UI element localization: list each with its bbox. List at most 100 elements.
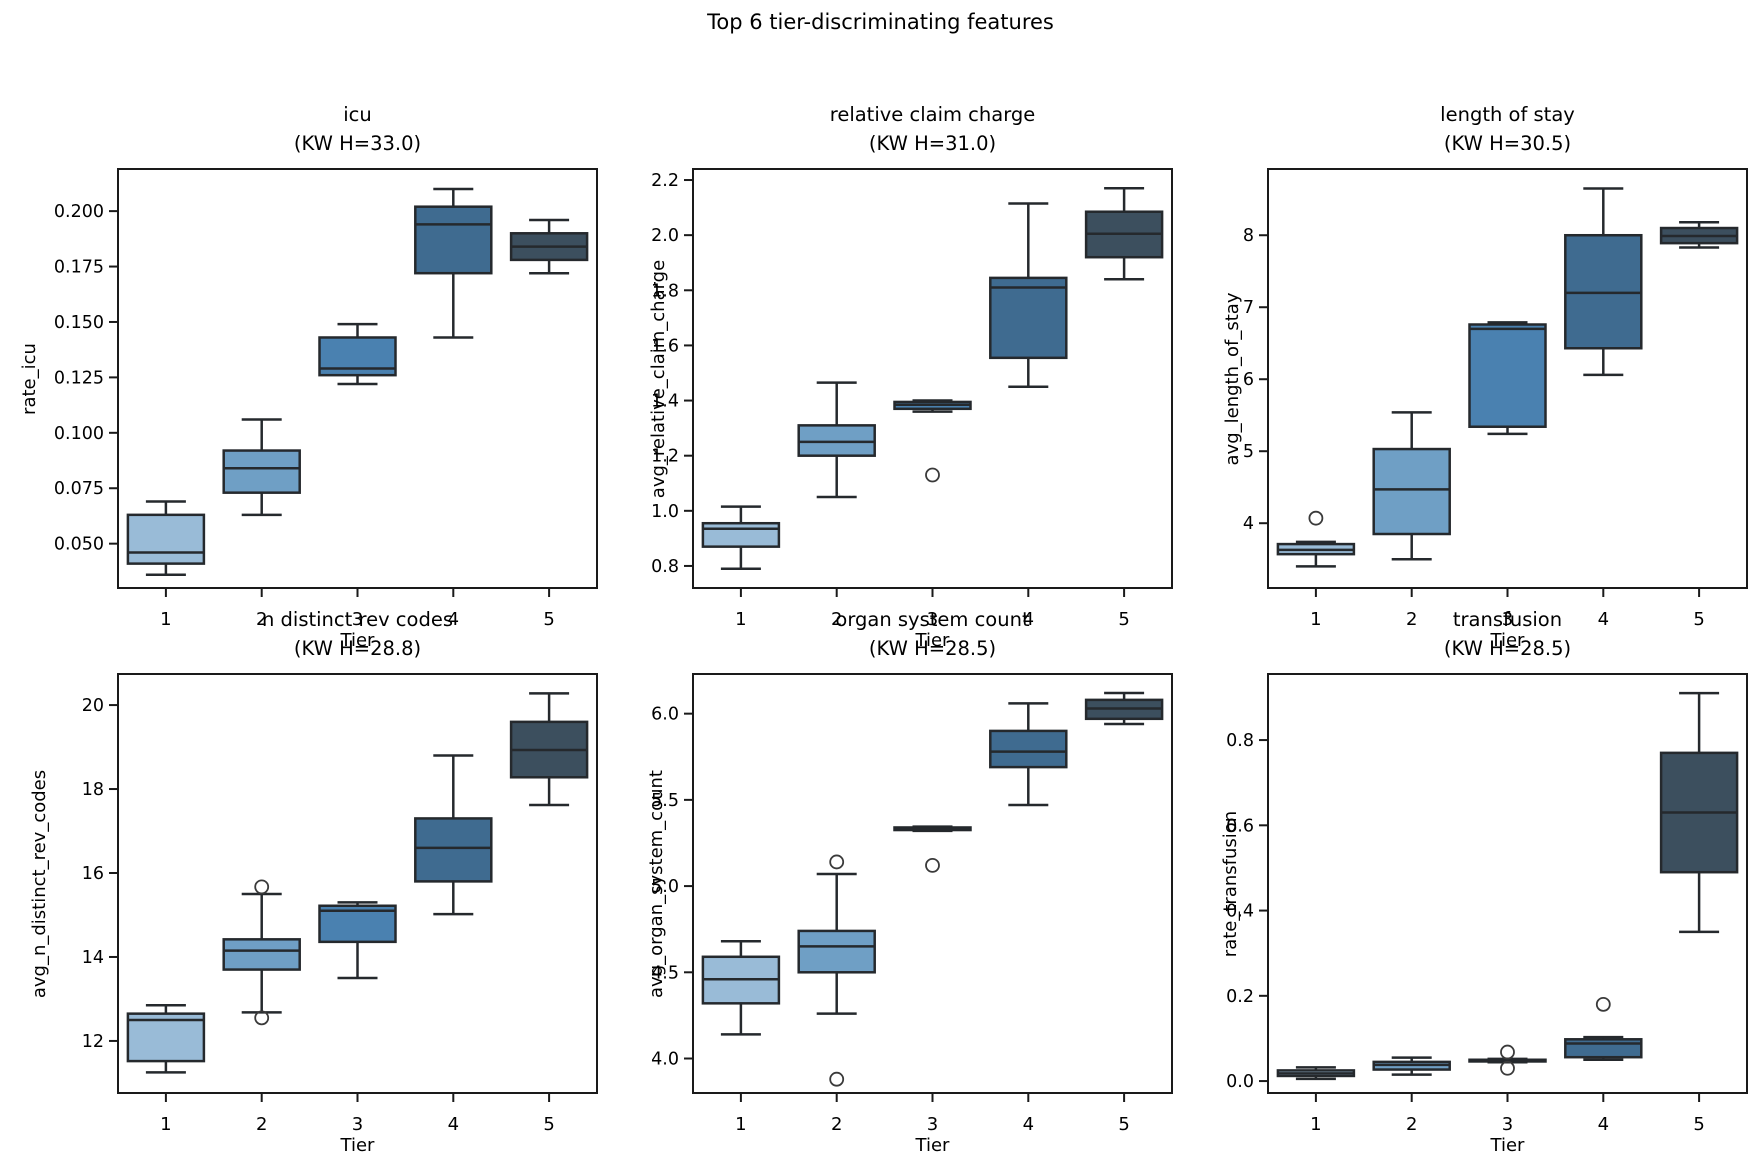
plot-area-relative-claim-charge: 0.8 1.0 1.2 1.4 1.6 1.8 2.0 2.2 1 2 3 4 5 <box>651 168 1173 630</box>
y-tick-label: 1.6 <box>651 336 679 356</box>
subplot-title: icu (KW H=33.0) <box>118 100 597 158</box>
x-tick-label: 5 <box>1118 1114 1129 1135</box>
plot-area-organ-system-count: 4.0 4.5 5.0 5.5 6.0 1 2 3 4 5 <box>651 673 1173 1135</box>
y-tick-label: 2.0 <box>651 226 679 246</box>
y-tick-label: 4 <box>1243 514 1254 534</box>
x-tick-label: 3 <box>352 609 363 630</box>
y-tick-label: 0.4 <box>1226 902 1254 922</box>
x-tick-label: 3 <box>352 1114 363 1135</box>
x-tick-label: 3 <box>1502 609 1513 630</box>
y-tick-label: 5.5 <box>651 791 679 811</box>
x-axis-label: Tier <box>1490 630 1525 651</box>
box-tier-3 <box>1468 321 1547 436</box>
subplot-title-line1: icu <box>343 103 372 126</box>
x-tick-label: 2 <box>1406 609 1417 630</box>
box-tier-2 <box>797 854 876 1087</box>
y-tick-label: 0.0 <box>1226 1072 1254 1092</box>
x-tick-label: 4 <box>448 1114 459 1135</box>
x-tick-label: 2 <box>1406 1114 1417 1135</box>
y-tick-label: 0.6 <box>1226 816 1254 836</box>
y-tick-label: 12 <box>82 1032 104 1052</box>
outlier-point <box>1500 1060 1515 1076</box>
subplot-title: length of stay (KW H=30.5) <box>1268 100 1747 158</box>
subplot-title: relative claim charge (KW H=31.0) <box>693 100 1172 158</box>
x-axis-label: Tier <box>1490 1135 1525 1156</box>
y-tick-label: 8 <box>1243 226 1254 246</box>
outlier-point <box>925 857 940 873</box>
x-tick-label: 2 <box>256 1114 267 1135</box>
box-tier-1 <box>126 1004 206 1074</box>
subplot-title-line1: n distinct rev codes <box>261 608 453 631</box>
box-tier-5 <box>1084 691 1164 726</box>
x-axis-label: Tier <box>340 630 375 651</box>
plot-area-icu: 0.050 0.075 0.100 0.125 0.150 0.175 0.200 1 2 3 4 5 <box>54 168 598 630</box>
box-tier-2 <box>797 381 876 499</box>
subplot-icu: 0.050 0.075 0.100 0.125 0.150 0.175 0.200 1 2 3 4 5… <box>0 74 638 652</box>
x-tick-label: 1 <box>160 1114 171 1135</box>
x-tick-label: 5 <box>543 609 554 630</box>
x-tick-label: 2 <box>256 609 267 630</box>
y-axis-label: avg_organ_system_count <box>646 770 667 998</box>
y-tick-label: 0.075 <box>54 479 104 499</box>
y-tick-label: 14 <box>82 948 104 968</box>
y-tick-label: 0.125 <box>54 368 104 388</box>
y-tick-label: 1.0 <box>651 502 679 522</box>
plot-area-length-of-stay: 4 5 6 7 8 1 2 3 4 5 <box>1243 168 1748 630</box>
x-tick-label: 5 <box>1118 609 1129 630</box>
subplot-title: n distinct rev codes (KW H=28.8) <box>118 605 597 663</box>
subplot-title-line2: (KW H=28.8) <box>293 637 422 660</box>
outlier-point <box>1308 510 1324 526</box>
subplot-n-distinct-rev-codes: 12 14 16 18 20 1 2 3 4 5 n distinct rev codes (KW… <box>0 579 638 1157</box>
subplot-length-of-stay: 4 5 6 7 8 1 2 3 4 5 length of stay (KW H=30.5) av… <box>1148 74 1761 652</box>
x-tick-label: 1 <box>735 1114 746 1135</box>
outlier-point <box>829 1071 845 1087</box>
box-tier-1 <box>126 500 206 576</box>
y-axis-label: avg_n_distinct_rev_codes <box>29 769 50 999</box>
y-axis-label: rate_icu <box>19 343 40 415</box>
box-tier-4 <box>1564 996 1643 1062</box>
figure-title: Top 6 tier-discriminating features <box>707 10 1054 34</box>
y-tick-label: 4.0 <box>651 1050 679 1070</box>
x-tick-label: 5 <box>543 1114 554 1135</box>
box-tier-5 <box>509 692 589 807</box>
subplot-title-line2: (KW H=28.5) <box>1443 637 1572 660</box>
box-tier-3 <box>1468 1044 1547 1076</box>
y-tick-label: 0.150 <box>54 313 104 333</box>
axes-frame <box>1267 673 1748 1094</box>
subplot-title: organ system count (KW H=28.5) <box>693 605 1172 663</box>
box-tier-5 <box>1084 187 1164 281</box>
box-tier-3 <box>318 322 397 386</box>
y-tick-label: 1.2 <box>651 447 679 467</box>
box-tier-2 <box>222 418 301 517</box>
y-tick-label: 20 <box>82 696 104 716</box>
y-tick-label: 7 <box>1243 298 1254 318</box>
box-tier-1 <box>1276 510 1356 568</box>
y-tick-label: 0.175 <box>54 258 104 278</box>
outlier-point <box>254 879 270 895</box>
subplot-title-line2: (KW H=33.0) <box>293 132 422 155</box>
outlier-point <box>1500 1044 1515 1060</box>
outlier-point <box>254 1010 270 1026</box>
y-tick-label: 0.100 <box>54 424 104 444</box>
y-tick-label: 0.2 <box>1226 987 1254 1007</box>
box-tier-5 <box>1659 691 1739 934</box>
y-tick-label: 1.4 <box>651 392 679 412</box>
x-tick-label: 4 <box>1023 1114 1034 1135</box>
y-tick-label: 6 <box>1243 370 1254 390</box>
subplot-title-line1: organ system count <box>835 608 1030 631</box>
x-axis-label: Tier <box>915 1135 950 1156</box>
y-tick-label: 0.050 <box>54 535 104 555</box>
box-tier-3 <box>318 901 397 980</box>
y-tick-label: 6.0 <box>651 705 679 725</box>
x-tick-label: 4 <box>1598 609 1609 630</box>
y-axis-label: avg_relative_claim_charge <box>648 259 669 499</box>
x-tick-label: 4 <box>1598 1114 1609 1135</box>
box-tier-1 <box>701 940 781 1036</box>
x-tick-label: 2 <box>831 1114 842 1135</box>
x-tick-label: 4 <box>1023 609 1034 630</box>
y-tick-label: 0.8 <box>651 557 679 577</box>
box-tier-5 <box>1659 221 1739 249</box>
box-tier-3 <box>893 399 972 483</box>
